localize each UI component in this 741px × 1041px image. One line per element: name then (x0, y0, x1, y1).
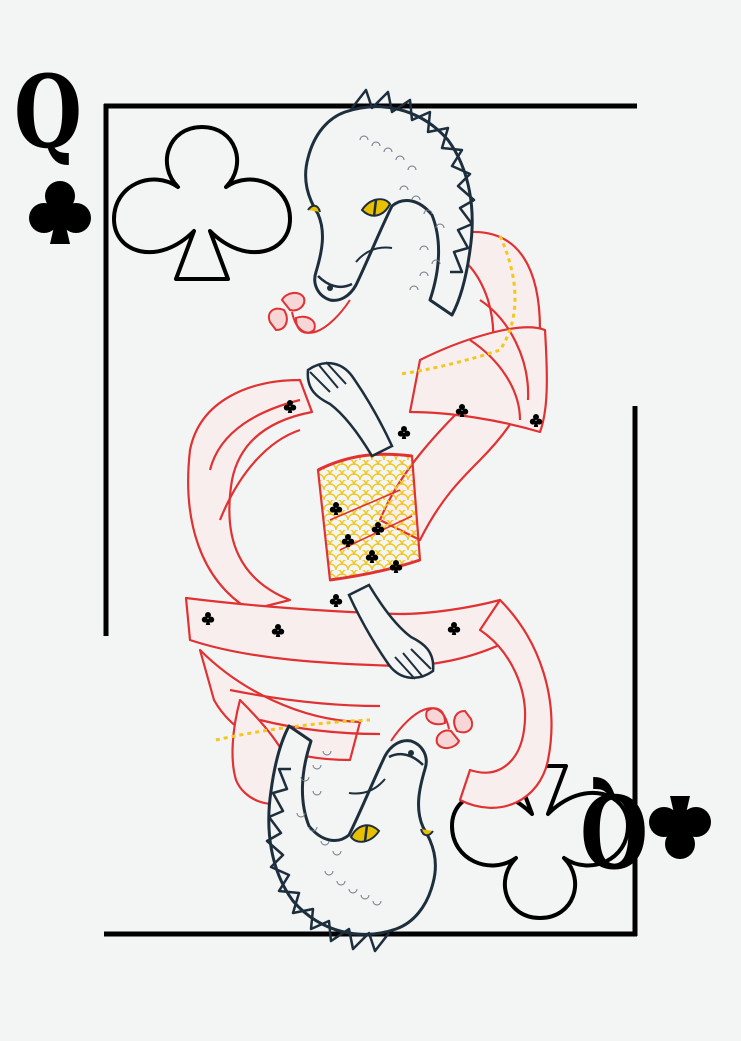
bracer-illustration (316, 452, 422, 582)
club-outline-icon (112, 125, 292, 281)
club-icon (29, 181, 91, 244)
club-icon (649, 796, 711, 859)
rank-top-left: Q (14, 53, 82, 171)
